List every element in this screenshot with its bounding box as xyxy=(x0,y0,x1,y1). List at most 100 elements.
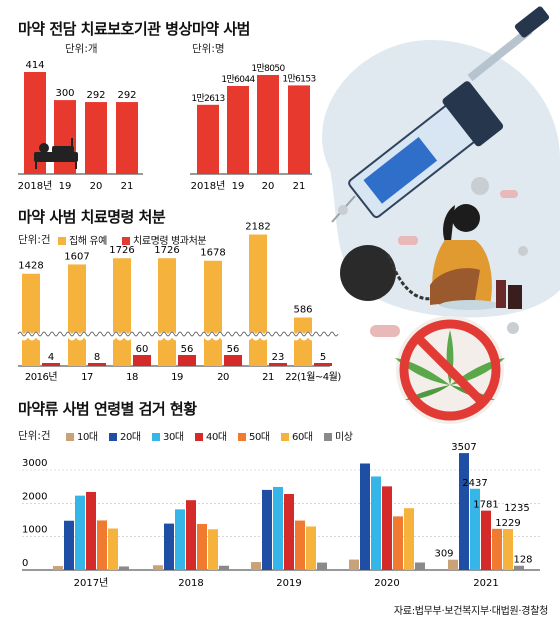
chart2-unit: 단위:명 xyxy=(192,43,225,55)
chart3-tick-label: 17 xyxy=(81,372,93,383)
chart4-bar xyxy=(262,489,272,570)
chart4-bar xyxy=(97,520,107,570)
chart1-bar xyxy=(85,102,107,174)
chart2-bar xyxy=(197,104,219,174)
chart4-bar xyxy=(273,486,283,570)
chart4-bar xyxy=(86,491,96,570)
chart3-title: 마약 사범 치료명령 처분 xyxy=(18,208,166,226)
chart4-y-tick-label: 2000 xyxy=(22,491,47,502)
chart2-tick-label: 21 xyxy=(293,181,306,192)
chart3-value-label-series2: 4 xyxy=(48,352,54,363)
chart3-bar-series1 xyxy=(22,273,40,366)
chart4-bar xyxy=(492,528,502,570)
chart1-unit: 단위:개 xyxy=(65,43,98,55)
chart3-value-label-series1: 586 xyxy=(293,305,312,316)
chart3-bar-series1 xyxy=(249,234,267,366)
chart4-bar xyxy=(349,559,359,570)
chart2-title: 마약 사범 xyxy=(192,20,250,38)
bottles-icon xyxy=(496,280,522,309)
chart4-bar xyxy=(119,566,129,570)
legend-label: 30대 xyxy=(163,432,184,443)
chart4-tick-label: 2021 xyxy=(473,578,498,589)
legend-label: 20대 xyxy=(120,432,141,443)
chart4-bar xyxy=(514,565,524,570)
chart3-axis-break xyxy=(15,331,341,341)
chart3-bar-series1 xyxy=(113,258,131,366)
chart1-value-label: 292 xyxy=(86,90,105,101)
chart3-value-label-series1: 1726 xyxy=(154,245,179,256)
chart2-bar xyxy=(257,75,279,174)
chart4-bar xyxy=(503,529,513,570)
chart1-value-label: 300 xyxy=(55,88,74,99)
chart4-bar xyxy=(175,509,185,570)
chart1-tick-label: 19 xyxy=(59,181,72,192)
chart2-bar xyxy=(288,85,310,174)
legend-swatch xyxy=(152,433,160,441)
chart2-value-label: 1만8050 xyxy=(251,63,285,74)
chart2-bar xyxy=(227,86,249,174)
chart4-y-tick-label: 1000 xyxy=(22,525,47,536)
chart4-bar xyxy=(448,559,458,570)
chart3-bar-series2 xyxy=(314,363,332,366)
chart3-value-label-series1: 2182 xyxy=(245,222,270,233)
chart4-bar xyxy=(75,495,85,570)
chart4-bar xyxy=(295,520,305,570)
chart4-bar xyxy=(64,520,74,570)
chart4-bar xyxy=(251,562,261,570)
legend-swatch xyxy=(122,237,130,245)
chart3-axis-break-line xyxy=(17,331,339,337)
legend-label: 미상 xyxy=(335,432,353,443)
chart4-legend-item: 미상 xyxy=(324,428,353,443)
chart4-title: 마약류 사범 연령별 검거 현황 xyxy=(18,400,197,418)
chart4-bar xyxy=(382,486,392,570)
chart4-value-label-2021: 2437 xyxy=(462,478,487,489)
chart3-tick-label: 19 xyxy=(171,372,183,383)
chart3-tick-label: 21 xyxy=(262,372,274,383)
background-blob xyxy=(322,40,560,318)
chart4-bar xyxy=(360,463,370,570)
pills-icon xyxy=(338,177,528,337)
chart4-bar xyxy=(415,562,425,570)
no-cannabis-icon xyxy=(395,316,505,424)
chart4-bar xyxy=(219,565,229,570)
chart4-legend-item: 20대 xyxy=(109,428,141,443)
chart4-legend-item: 10대 xyxy=(66,428,98,443)
chart3-value-label-series2: 23 xyxy=(272,352,285,363)
chart3-value-label-series1: 1428 xyxy=(18,261,43,272)
chart4-y-tick-label: 0 xyxy=(22,558,28,569)
chart3-bar-series2 xyxy=(88,363,106,366)
chart4-legend-item: 50대 xyxy=(238,428,270,443)
chart3-tick-label: 2016년 xyxy=(25,371,57,383)
chart4-value-label-2021: 1235 xyxy=(504,503,529,514)
chart2-value-label: 1만6153 xyxy=(282,73,315,84)
chart1-tick-label: 21 xyxy=(121,181,134,192)
chart4-bar xyxy=(108,528,118,570)
chart4-tick-label: 2017년 xyxy=(74,577,109,589)
chart3-value-label-series1: 1607 xyxy=(64,251,89,262)
chart4-bar xyxy=(197,523,207,570)
legend-swatch xyxy=(58,237,66,245)
chart4-bar xyxy=(459,453,469,570)
chart4-value-label-2021: 1781 xyxy=(473,500,498,511)
chart3-tick-label: 22(1월~4월) xyxy=(285,371,341,383)
source-note: 자료:법무부·보건복지부·대법원·경찰청 xyxy=(393,606,548,617)
legend-swatch xyxy=(238,433,246,441)
legend-swatch xyxy=(324,433,332,441)
chart2-tick-label: 20 xyxy=(262,181,275,192)
chart3-bar-series1 xyxy=(68,264,86,366)
chart4-tick-label: 2018 xyxy=(178,578,203,589)
chart2-tick-label: 19 xyxy=(232,181,245,192)
chart1-tick-label: 2018년 xyxy=(18,180,53,192)
chart3-value-label-series2: 5 xyxy=(320,352,326,363)
chart4-legend-item: 40대 xyxy=(195,428,227,443)
chart3-tick-label: 20 xyxy=(217,372,229,383)
chart4-tick-label: 2019 xyxy=(276,578,301,589)
chart4-bar xyxy=(404,508,414,570)
chart4-value-label-2021: 128 xyxy=(513,555,532,566)
chart1-value-label: 414 xyxy=(25,60,44,71)
chart3-legend-item-1: 집해 유예 xyxy=(58,232,107,247)
chart1-tick-label: 20 xyxy=(90,181,103,192)
chart3-bar-series1 xyxy=(294,317,312,366)
legend-label: 60대 xyxy=(292,432,313,443)
